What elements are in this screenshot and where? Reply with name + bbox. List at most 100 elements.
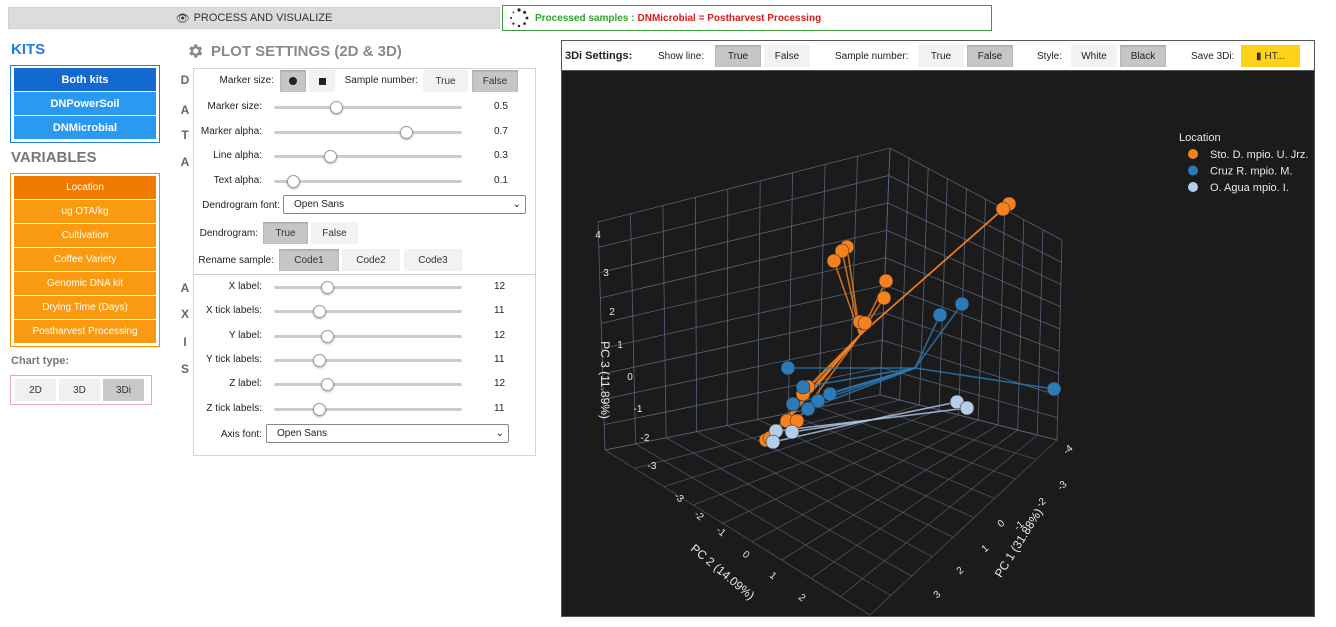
data-slider-handle[interactable] (330, 101, 344, 114)
data-slider-handle[interactable] (324, 150, 338, 163)
axis-slider-handle[interactable] (320, 329, 334, 343)
dendrogram-false[interactable]: False (311, 222, 358, 244)
axis-slider-label: Y tick labels: (206, 353, 262, 365)
axis-slider-label: Y label: (228, 329, 262, 341)
save-html-button[interactable]: ▮ HT... (1241, 45, 1300, 67)
sample-number-false[interactable]: False (472, 70, 518, 92)
data-slider-track[interactable] (274, 130, 462, 134)
chart-type-label: Chart type: (11, 355, 70, 367)
data-point (822, 386, 838, 402)
data-slider-label: Marker alpha: (200, 125, 262, 137)
axis-slider-track[interactable] (274, 286, 462, 289)
grid-line (662, 205, 667, 438)
data-point (785, 396, 801, 412)
series-line (914, 367, 1055, 390)
axis-font-select[interactable]: Open Sans ⌄ (266, 424, 509, 443)
axis-slider-label: X label: (228, 281, 262, 292)
series-line (802, 367, 916, 388)
axis-slider-track[interactable] (274, 383, 462, 387)
kit-button-dnmicrobial[interactable]: DNMicrobial (14, 116, 156, 139)
legend-title: Location (1179, 132, 1221, 144)
panel-sample-number-true[interactable]: True (918, 45, 964, 67)
bar-chart-icon: ▮ (1255, 50, 1262, 62)
marker-square-button[interactable] (309, 70, 335, 92)
z-axis-title: PC 3 (11.89%) (598, 341, 612, 419)
data-slider-track[interactable] (274, 179, 462, 183)
data-point (878, 273, 894, 289)
z-tick-label: -3 (648, 461, 657, 472)
grid-line (601, 284, 885, 350)
kit-button-dnpowersoil[interactable]: DNPowerSoil (14, 92, 156, 115)
axis-slider-handle[interactable] (320, 378, 334, 392)
variable-button-location[interactable]: Location (14, 176, 156, 199)
data-slider-label: Line alpha: (213, 150, 262, 161)
plot-background (562, 71, 1314, 616)
data-point (834, 243, 850, 259)
data-slider-handle[interactable] (399, 125, 413, 139)
grid-line (879, 147, 891, 396)
sample-number-true[interactable]: True (423, 70, 468, 92)
axis-slider-track[interactable] (274, 310, 462, 314)
grid-line (977, 199, 986, 421)
chart-type-3di[interactable]: 3Di (103, 379, 144, 401)
plot-settings-title-text: PLOT SETTINGS (2D & 3D) (211, 42, 402, 60)
rename-code2[interactable]: Code2 (342, 249, 400, 271)
variable-button-postharvest[interactable]: Postharvest Processing (14, 320, 156, 343)
axis-slider-track[interactable] (274, 407, 462, 411)
dendrogram-font-select[interactable]: Open Sans ⌄ (283, 195, 526, 214)
style-white[interactable]: White (1071, 45, 1117, 67)
axis-slider-value: 12 (494, 329, 506, 341)
process-visualize-button[interactable]: 👁 PROCESS AND VISUALIZE (8, 7, 500, 29)
grid-line (881, 367, 1058, 419)
variable-button-coffee-variety[interactable]: Coffee Variety (14, 248, 156, 271)
axis-slider-handle[interactable] (313, 305, 327, 319)
axis-slider-handle[interactable] (313, 353, 327, 367)
grid-line (694, 197, 698, 432)
grid-line (602, 312, 884, 375)
rename-code1[interactable]: Code1 (279, 249, 339, 271)
z-tick-label: -1 (634, 404, 643, 415)
show-line-true[interactable]: True (715, 45, 761, 67)
dendrogram-true[interactable]: True (263, 222, 308, 244)
sample-number-label: Sample number: (344, 75, 418, 86)
variable-button-drying-time[interactable]: Drying Time (Days) (14, 296, 156, 319)
variable-button-genomic-dna-kit[interactable]: Genomic DNA kit (14, 272, 156, 295)
x-tick-label: 2 (955, 565, 967, 577)
square-icon (318, 77, 326, 85)
axis-letter-s: S (180, 362, 189, 376)
data-letter-a2: A (180, 155, 190, 169)
grid-line (693, 409, 940, 506)
rename-code3[interactable]: Code3 (404, 249, 462, 271)
chart-type-2d[interactable]: 2D (15, 379, 56, 401)
axis-slider-handle[interactable] (313, 402, 327, 416)
plot-settings-box (193, 68, 536, 456)
data-slider-track[interactable] (274, 155, 462, 158)
grid-line (665, 437, 912, 577)
data-slider-track[interactable] (274, 106, 462, 109)
panel-sample-number-false[interactable]: False (967, 45, 1013, 67)
kits-box: Both kits DNPowerSoil DNMicrobial (10, 65, 160, 143)
variable-button-cultivation[interactable]: Cultivation (14, 224, 156, 247)
grid-line (882, 339, 1059, 396)
grid-line (696, 431, 933, 558)
axis-letter-x: X (180, 307, 189, 321)
variable-button-ota[interactable]: ug OTA/kg (14, 200, 156, 223)
grid-line (918, 168, 929, 406)
grid-line (604, 394, 881, 451)
marker-circle-button[interactable] (280, 70, 306, 92)
3di-settings-title: 3Di Settings: (565, 50, 633, 62)
grid-line (752, 419, 979, 543)
grid-line (849, 156, 858, 402)
series-line (859, 208, 1004, 336)
chart-type-3d[interactable]: 3D (59, 379, 100, 401)
circle-icon (289, 77, 297, 85)
kit-button-both[interactable]: Both kits (14, 68, 156, 91)
z-tick-label: 0 (627, 372, 633, 383)
style-black[interactable]: Black (1120, 45, 1166, 67)
axis-slider-track[interactable] (274, 358, 462, 362)
axis-slider-track[interactable] (274, 334, 462, 338)
axis-slider-handle[interactable] (320, 281, 334, 294)
data-slider-handle[interactable] (286, 174, 300, 188)
show-line-false[interactable]: False (764, 45, 810, 67)
